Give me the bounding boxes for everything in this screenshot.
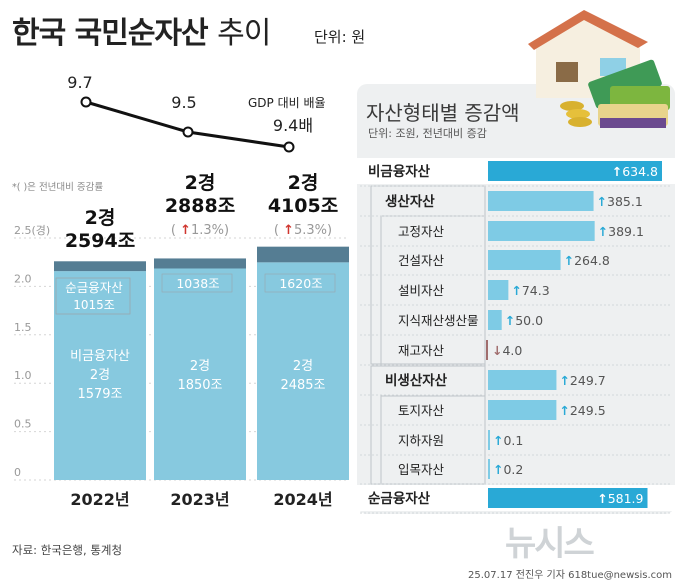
category-label: 건설자산: [398, 253, 445, 268]
value-label: ↑74.3: [511, 283, 549, 298]
bar-net-financial: [54, 261, 146, 272]
y-tick-label: 2.0: [14, 272, 32, 285]
net-financial-box: [264, 273, 336, 293]
bar-nonfinancial: [154, 268, 246, 480]
category-label: 순금융자산: [368, 490, 431, 507]
gdp-ratio-value: 9.5: [171, 93, 196, 112]
gdp-ratio-point: [80, 96, 92, 108]
category-label: 설비자산: [398, 283, 445, 298]
y-tick-label: 0.5: [14, 418, 32, 431]
bar: [488, 280, 509, 300]
house-money-illustration: [528, 10, 670, 128]
gdp-ratio-point: [283, 141, 295, 153]
net-financial-box: [55, 277, 131, 315]
credit: 25.07.17 전진우 기자 618tue@newsis.com: [468, 570, 672, 581]
panel-unit: 단위: 조원, 전년대비 증감: [368, 127, 487, 140]
bar: [486, 340, 488, 360]
gdp-ratio-point: [182, 126, 194, 138]
total-label-line2: 2594조: [65, 230, 135, 252]
bar: [488, 310, 502, 330]
title-main: 한국 국민순자산: [12, 16, 209, 51]
bar: [488, 221, 595, 241]
x-tick-label: 2024년: [273, 490, 332, 509]
panel-title: 자산형태별 증감액: [366, 101, 520, 125]
value-label: ↑264.8: [564, 253, 610, 268]
category-label: 지식재산생산물: [398, 313, 479, 328]
source: 자료: 한국은행, 통계청: [12, 543, 123, 557]
watermark: 뉴시스: [505, 524, 595, 564]
value-label: ↑581.9: [597, 491, 643, 506]
unit-label: 단위: 원: [314, 28, 366, 46]
panel-background: [357, 84, 675, 514]
value-label: ↑385.1: [597, 194, 643, 209]
value-label: ↑249.5: [559, 403, 605, 418]
bar: [488, 488, 648, 508]
bar: [488, 250, 561, 270]
stacked-bar-chart: 0 0.5 1.0 1.5 2.0 2.5(경) 2022년 비금융자산 2경 1579조 순금융자…: [14, 172, 349, 509]
category-label: 재고자산: [398, 343, 445, 358]
value-label: ↓4.0: [492, 343, 522, 358]
net-financial-label: 1620조: [279, 276, 322, 291]
value-label: ↑0.1: [493, 433, 523, 448]
category-label: 입목자산: [398, 462, 445, 477]
value-label: ↑249.7: [559, 373, 605, 388]
bar: [488, 459, 490, 479]
category-label: 비금융자산: [368, 163, 431, 180]
net-financial-box: [161, 273, 233, 293]
change-label: ( ↑5.3%): [274, 223, 332, 238]
nonfinancial-label: 비금융자산 2경 1579조: [70, 349, 130, 402]
x-tick-label: 2023년: [170, 490, 229, 509]
category-label: 생산자산: [385, 193, 435, 210]
bar-nonfinancial: [257, 262, 349, 480]
net-financial-label: 1038조: [176, 276, 219, 291]
bar-net-financial: [154, 258, 246, 269]
bar: [488, 430, 490, 450]
title-accent: 추이: [217, 16, 271, 51]
bar: [488, 400, 557, 420]
total-label-line2: 4105조: [268, 195, 338, 217]
net-financial-name: 순금융자산: [65, 280, 123, 295]
nonfinancial-label: 2경 2485조: [280, 359, 325, 393]
y-tick-label: 2.5(경): [14, 224, 50, 237]
gdp-ratio-value: 9.7: [67, 73, 92, 92]
gdp-ratio-value: 9.4배: [273, 116, 313, 135]
category-label: 고정자산: [398, 224, 445, 239]
total-label-line1: 2경: [288, 172, 319, 194]
total-label-line2: 2888조: [165, 195, 235, 217]
value-label: ↑389.1: [598, 224, 644, 239]
total-label-line1: 2경: [85, 207, 116, 229]
y-tick-label: 1.5: [14, 321, 32, 334]
gdp-ratio-line-chart: 9.7 9.5 9.4배 GDP 대비 배율: [67, 73, 326, 153]
x-tick-label: 2022년: [70, 490, 129, 509]
asset-change-bar-chart: 비금융자산 ↑634.8 생산자산 ↑385.1 고정자산 ↑389.1 건설자산 ↑264.…: [357, 158, 675, 514]
gdp-ratio-series-label: GDP 대비 배율: [248, 96, 326, 110]
category-label: 토지자산: [398, 403, 445, 418]
nonfinancial-label: 2경 1850조: [177, 359, 222, 393]
change-label: ( ↑1.3%): [171, 223, 229, 238]
title: 한국 국민순자산 추이: [12, 8, 271, 52]
y-tick-label: 1.0: [14, 369, 32, 382]
bar: [488, 370, 557, 390]
net-financial-label: 1015조: [73, 298, 115, 312]
bar-net-financial: [257, 246, 349, 263]
bar: [488, 191, 594, 211]
total-label-line1: 2경: [185, 172, 216, 194]
value-label: ↑634.8: [612, 164, 658, 179]
y-tick-label: 0: [14, 466, 21, 479]
value-label: ↑50.0: [505, 313, 543, 328]
bar: [488, 161, 662, 181]
category-label: 지하자원: [398, 433, 444, 448]
note: *( )은 전년대비 증감률: [12, 182, 104, 193]
category-label: 비생산자산: [385, 372, 448, 389]
value-label: ↑0.2: [493, 462, 523, 477]
